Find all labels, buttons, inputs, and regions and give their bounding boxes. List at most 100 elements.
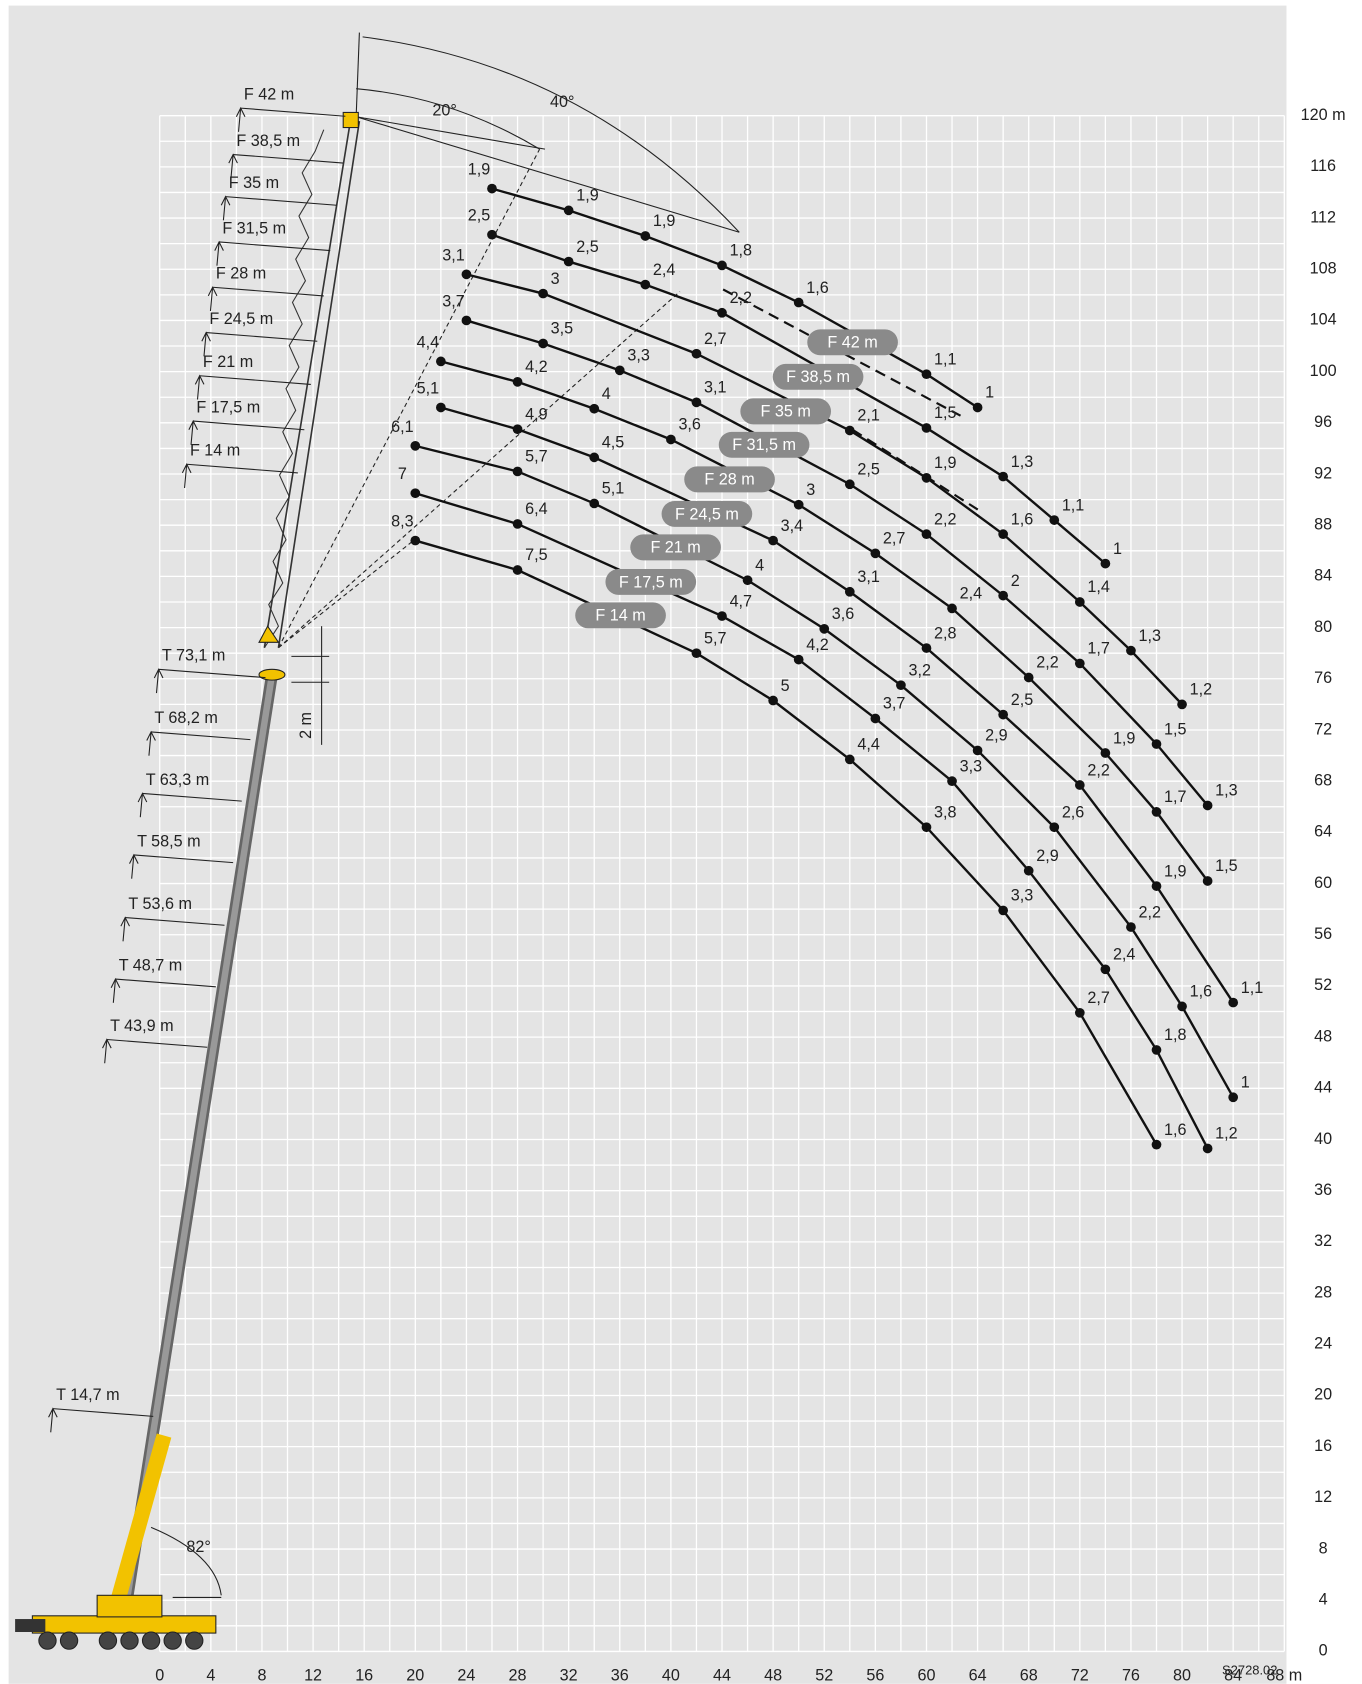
load-label: 2,8 — [934, 624, 956, 642]
x-tick-label: 52 — [815, 1667, 833, 1684]
y-tick-label: 104 — [1310, 311, 1337, 329]
load-point — [1202, 876, 1213, 886]
load-point — [1126, 645, 1136, 656]
load-point — [793, 654, 804, 665]
y-tick-label: 92 — [1314, 464, 1332, 482]
jib-leader — [240, 107, 346, 117]
load-label: 3,8 — [934, 803, 956, 821]
load-label: 1,1 — [1241, 979, 1263, 997]
telescope-length-label: T 48,7 m — [119, 956, 183, 974]
jib-leader — [219, 241, 331, 252]
y-tick-label: 16 — [1314, 1437, 1332, 1455]
telescope-leader — [158, 668, 266, 679]
jib-pill-label: F 24,5 m — [675, 505, 739, 523]
load-point — [1126, 922, 1136, 932]
load-point — [844, 754, 855, 765]
load-label: 1,5 — [1215, 857, 1237, 875]
load-point — [589, 452, 600, 463]
load-label: 1,2 — [1215, 1125, 1237, 1143]
jib-arrow — [235, 106, 246, 132]
drawing-id: S2728.02 — [1222, 1662, 1277, 1677]
telescope-length-label: T 53,6 m — [128, 895, 192, 913]
y-tick-label: 40 — [1314, 1130, 1332, 1148]
jib-pill — [718, 431, 810, 458]
load-point — [563, 256, 574, 267]
load-label: 3,7 — [883, 695, 905, 713]
y-tick-label: 44 — [1314, 1079, 1332, 1097]
load-point — [1100, 748, 1111, 758]
jib-leader — [199, 375, 311, 385]
load-point — [921, 369, 932, 380]
load-label: 3,6 — [678, 416, 700, 434]
plot: 0 4 8 12 16 20 24 28 32 36 40 44 48 52 56 60 64 68 72 76 80 8… — [48, 85, 1346, 1684]
load-label: 4,4 — [857, 736, 879, 754]
load-point — [972, 402, 983, 413]
load-label: 1,5 — [934, 404, 956, 422]
load-label: 7,5 — [525, 546, 547, 564]
load-point — [998, 905, 1009, 916]
jib-pill-label: F 31,5 m — [732, 436, 796, 454]
load-point — [512, 519, 523, 529]
load-point — [921, 643, 932, 653]
x-tick-label: 76 — [1122, 1667, 1140, 1684]
load-label: 2,9 — [1036, 847, 1058, 865]
jib-pill — [807, 329, 898, 356]
load-point — [1228, 997, 1239, 1008]
x-tick-label: 88 m — [1266, 1667, 1302, 1684]
telescope-leader — [151, 731, 251, 741]
load-point — [844, 479, 855, 490]
x-tick-label: 28 — [509, 1667, 527, 1684]
load-point — [512, 466, 523, 477]
jib-arrow — [201, 331, 211, 357]
y-tick-label: 28 — [1314, 1283, 1332, 1301]
telescope-arrow — [129, 853, 139, 879]
x-tick-label: 44 — [713, 1667, 731, 1684]
load-point — [972, 745, 983, 756]
load-point — [1202, 1143, 1213, 1154]
jib-length-label: F 35 m — [229, 174, 279, 192]
x-tick-label: 80 — [1173, 1667, 1191, 1684]
load-point — [1177, 1001, 1187, 1012]
x-tick-label: 20 — [406, 1667, 424, 1684]
load-label: 4,4 — [417, 333, 439, 351]
y-tick-label: 4 — [1319, 1591, 1328, 1609]
load-point — [998, 529, 1009, 540]
jib-length-label: F 42 m — [244, 85, 294, 103]
x-tick-label: 60 — [917, 1667, 935, 1684]
load-point — [819, 624, 830, 634]
jib-pill-label: F 38,5 m — [786, 368, 850, 386]
telescope-arrow — [146, 730, 156, 756]
load-curve — [440, 406, 1235, 1004]
load-point — [589, 498, 600, 509]
load-point — [998, 709, 1009, 720]
load-point — [512, 565, 523, 575]
jib-pill — [605, 568, 697, 595]
jib-pill — [630, 534, 721, 561]
jib-length-label: F 21 m — [203, 353, 253, 371]
load-label: 3,3 — [1011, 887, 1033, 905]
jib-pill-label: F 21 m — [650, 539, 700, 557]
load-label: 1,6 — [1011, 510, 1033, 528]
load-label: 3,2 — [908, 661, 930, 679]
load-point — [870, 713, 881, 724]
load-label: 3,7 — [442, 292, 464, 310]
y-tick-label: 88 — [1314, 515, 1332, 533]
load-label: 3,3 — [960, 757, 982, 775]
y-tick-label: 64 — [1314, 823, 1332, 841]
y-tick-label: 80 — [1314, 618, 1332, 636]
load-label: 3,1 — [704, 379, 726, 397]
telescope-leader — [142, 792, 242, 802]
load-label: 1,5 — [1164, 720, 1186, 738]
load-point — [793, 499, 804, 510]
load-point — [921, 423, 932, 433]
y-tick-label: 32 — [1314, 1232, 1332, 1250]
load-label: 3,1 — [442, 246, 464, 264]
y-tick-label: 12 — [1314, 1488, 1332, 1506]
load-label: 1,2 — [1190, 681, 1212, 699]
telescope-length-label: T 58,5 m — [137, 832, 201, 850]
load-label: 1,4 — [1087, 578, 1109, 596]
crane-drawing — [15, 32, 979, 1650]
telescope-leader — [115, 978, 216, 988]
load-point — [691, 348, 702, 359]
jib-length-label: F 17,5 m — [196, 398, 260, 416]
